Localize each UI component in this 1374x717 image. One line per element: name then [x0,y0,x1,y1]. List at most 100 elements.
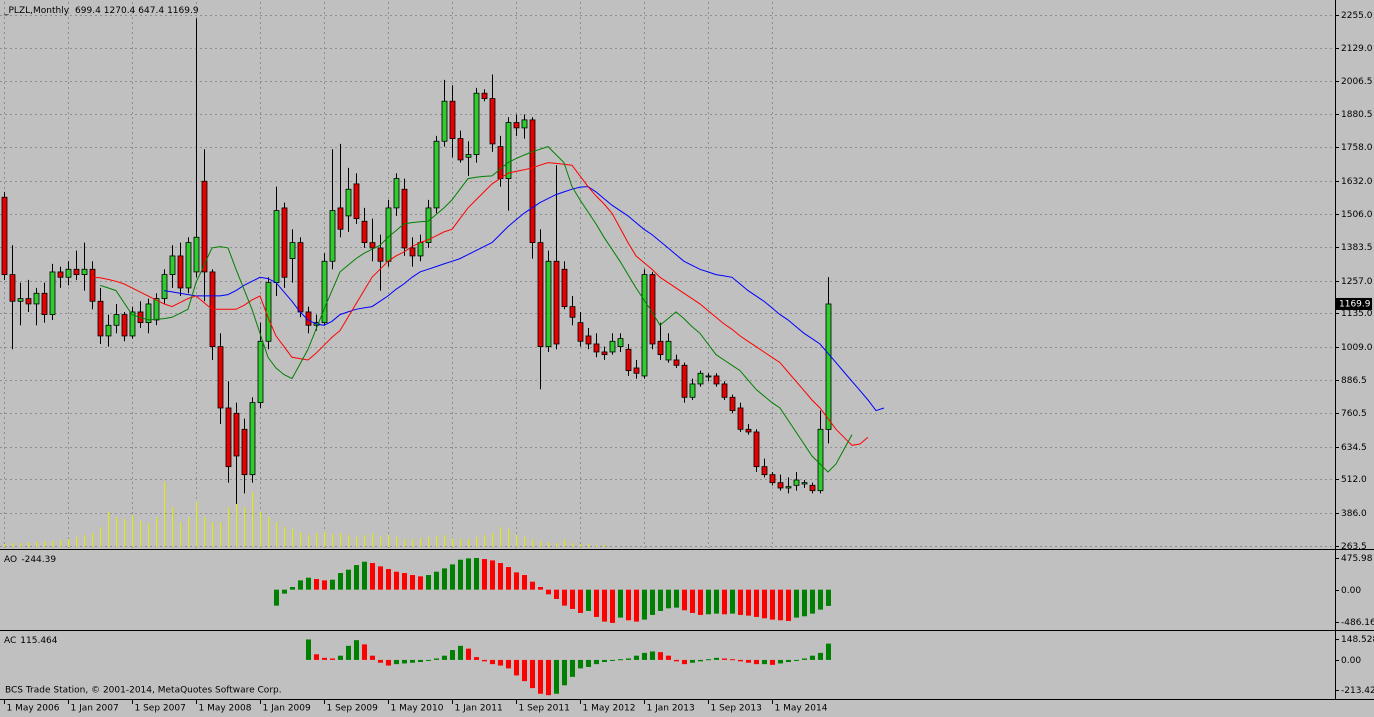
candle-body [601,351,608,356]
volume-bar [388,535,389,547]
candle-body [425,207,432,243]
indicator-bar [506,567,511,590]
indicator-bar [522,659,527,682]
indicator-bar [370,563,375,590]
indicator-bar [570,659,575,677]
candle-body [505,122,512,179]
y-tick-label: 1009.0 [1341,343,1373,353]
indicator-bar [762,659,767,665]
indicator-bar [690,589,695,613]
indicator-bar [610,659,615,661]
ohlc-value: 1270.4 [104,6,136,16]
chart-header: _PLZL,Monthly 699.4 1270.4 647.4 1169.9 [3,6,199,16]
indicator-bar [754,659,759,665]
indicator-bar [418,576,423,590]
candle-body [489,98,496,145]
price-tag-label: 1169.9 [1339,299,1371,309]
candle-body [625,348,632,372]
volume-bar [508,529,509,547]
candle-body [697,372,704,385]
volume-bar [108,512,109,547]
indicator-bar [338,573,343,590]
x-tick-label: 1 May 2012 [583,704,636,714]
indicator-bar [810,589,815,614]
volume-bar [348,535,349,547]
volume-bar [452,538,453,547]
indicator-bar [538,659,543,694]
indicator-bar [410,659,415,663]
indicator-bar [826,643,831,660]
indicator-bar [730,659,735,661]
volume-bar [92,533,93,547]
indicator-bar [618,589,623,618]
indicator-bar [458,559,463,590]
ohlc-value: 699.4 [75,6,101,16]
indicator-bar [674,659,679,662]
indicator-bar [490,659,495,665]
indicator-bar [498,563,503,590]
candle-body [617,338,624,348]
y-tick-label: 760.5 [1341,409,1367,419]
volume-bar [476,537,477,547]
indicator-bar [442,655,447,660]
indicator-bar [490,560,495,590]
indicator-bar [658,652,663,660]
volume-bar [276,522,277,547]
candle-body [689,383,696,398]
indicator-bar [818,652,823,660]
candle-body [9,274,16,302]
indicator-bar [698,659,703,662]
candle-body [825,303,832,430]
indicator-bar [642,652,647,660]
y-tick-label: 886.5 [1341,376,1367,386]
volume-bar [380,537,381,547]
indicator-bar [410,575,415,590]
candle-body [665,340,672,361]
candle-body [729,396,736,412]
volume-bar [36,542,37,547]
x-tick-label: 1 Jan 2013 [647,704,695,714]
indicator-name: AC [4,636,16,646]
indicator-bar [794,589,799,618]
volume-bar [532,539,533,547]
indicator-bar [546,659,551,696]
volume-bar [588,544,589,547]
y-tick-label: 0.00 [1341,656,1361,666]
candle-body [785,486,792,489]
indicator-bar [322,657,327,660]
candle-body [385,207,392,262]
y-tick-label: 263.5 [1341,542,1367,552]
candle-body [369,242,376,249]
indicator-bar [578,589,583,613]
volume-bar [140,521,141,547]
indicator-label: AO -244.39 [4,555,56,565]
volume-bar [20,543,21,547]
indicator-bar [602,659,607,663]
volume-bar [84,535,85,547]
volume-bar [340,533,341,547]
indicator-value: 115.464 [20,636,57,646]
indicator-bar [658,589,663,611]
volume-bar [356,537,357,547]
indicator-bar [362,644,367,660]
volume-bar [252,492,253,547]
indicator-bar [666,589,671,609]
candle-body [377,247,384,262]
indicator-bar [690,659,695,663]
candle-body [801,482,808,485]
indicator-bar [402,573,407,590]
indicator-bar [290,587,295,590]
indicator-bar [610,589,615,623]
indicator-bar [682,589,687,611]
candle-body [65,268,72,278]
candle-body [569,306,576,318]
y-tick-label: 634.5 [1341,443,1367,453]
indicator-bar [322,580,327,590]
candle-body [417,242,424,257]
candle-body [297,242,304,313]
volume-bar [484,535,485,547]
volume-bar [580,544,581,547]
indicator-bar [714,657,719,660]
volume-bar [524,537,525,547]
candle-body [705,375,712,378]
